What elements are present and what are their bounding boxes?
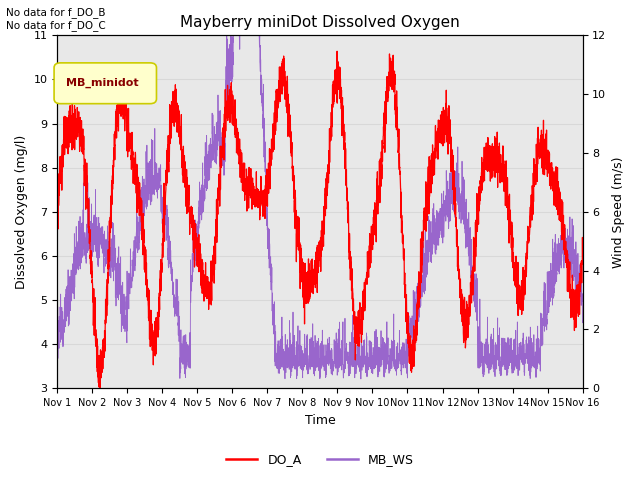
Legend: DO_A, MB_WS: DO_A, MB_WS	[221, 448, 419, 471]
Text: MB_minidot: MB_minidot	[65, 78, 138, 88]
Y-axis label: Wind Speed (m/s): Wind Speed (m/s)	[612, 156, 625, 267]
Title: Mayberry miniDot Dissolved Oxygen: Mayberry miniDot Dissolved Oxygen	[180, 15, 460, 30]
Y-axis label: Dissolved Oxygen (mg/l): Dissolved Oxygen (mg/l)	[15, 135, 28, 289]
Text: No data for f_DO_B: No data for f_DO_B	[6, 7, 106, 18]
Text: No data for f_DO_C: No data for f_DO_C	[6, 20, 106, 31]
X-axis label: Time: Time	[305, 414, 335, 427]
